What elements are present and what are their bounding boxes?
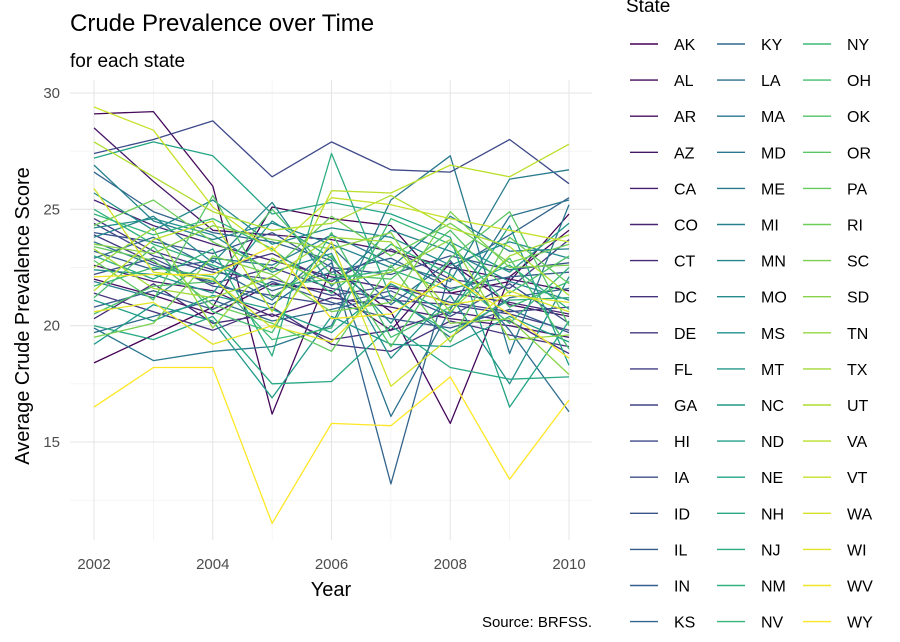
- series-line-il: [93, 280, 570, 334]
- chart-subtitle: for each state: [70, 51, 185, 72]
- legend-label-hi: HI: [674, 434, 690, 451]
- x-tick-label: 2008: [434, 556, 467, 573]
- legend-label-ma: MA: [761, 109, 785, 126]
- legend-label-mi: MI: [761, 218, 779, 235]
- legend-label-oh: OH: [847, 73, 871, 90]
- legend-label-ak: AK: [674, 37, 696, 54]
- legend-label-nv: NV: [761, 615, 784, 632]
- series-line-ut: [93, 141, 570, 296]
- legend-label-il: IL: [674, 542, 687, 559]
- series-line-sd: [93, 224, 570, 375]
- series-line-wi: [93, 280, 570, 345]
- legend-label-co: CO: [674, 218, 698, 235]
- legend-label-ga: GA: [674, 398, 697, 415]
- series-line-dc: [93, 292, 570, 352]
- series-line-wv: [93, 245, 570, 359]
- y-tick-label: 30: [43, 85, 60, 102]
- legend-label-ia: IA: [674, 470, 689, 487]
- legend-label-wv: WV: [847, 579, 873, 596]
- series-line-mi: [93, 164, 570, 269]
- legend-label-ne: NE: [761, 470, 783, 487]
- series-line-vt: [93, 106, 570, 252]
- series-line-nd: [93, 224, 570, 366]
- chart-title: Crude Prevalence over Time: [70, 10, 374, 37]
- legend-label-ar: AR: [674, 109, 696, 126]
- legend-label-al: AL: [674, 73, 694, 90]
- series-line-in: [93, 250, 570, 292]
- legend-label-vt: VT: [847, 470, 868, 487]
- legend-label-sc: SC: [847, 254, 869, 271]
- legend-label-wy: WY: [847, 615, 873, 632]
- series-line-or: [93, 194, 570, 348]
- legend-label-ny: NY: [847, 37, 870, 54]
- series-line-wy: [93, 366, 570, 525]
- series-line-nh: [93, 315, 570, 385]
- y-tick-label: 25: [43, 201, 60, 218]
- legend-label-ks: KS: [674, 615, 695, 632]
- legend-label-ut: UT: [847, 398, 869, 415]
- legend-label-pa: PA: [847, 181, 867, 198]
- legend-label-ct: CT: [674, 254, 696, 271]
- x-axis-title: Year: [311, 579, 352, 601]
- legend-label-dc: DC: [674, 290, 697, 307]
- series-line-md: [93, 155, 570, 362]
- legend-label-or: OR: [847, 145, 871, 162]
- series-line-sc: [93, 211, 570, 338]
- x-tick-label: 2006: [315, 556, 348, 573]
- legend-label-md: MD: [761, 145, 786, 162]
- legend-label-az: AZ: [674, 145, 695, 162]
- legend-label-ca: CA: [674, 181, 697, 198]
- chart-caption: Source: BRFSS.: [482, 614, 592, 631]
- legend-label-de: DE: [674, 326, 696, 343]
- series-line-id: [93, 231, 570, 276]
- legend-label-ky: KY: [761, 37, 783, 54]
- legend-label-tn: TN: [847, 326, 868, 343]
- legend-label-fl: FL: [674, 362, 693, 379]
- x-tick-label: 2004: [196, 556, 229, 573]
- series-line-pa: [93, 236, 570, 352]
- y-tick-label: 20: [43, 318, 60, 335]
- series-line-ny: [93, 217, 570, 341]
- legend-label-ms: MS: [761, 326, 785, 343]
- series-line-hi: [93, 120, 570, 185]
- series-line-va: [93, 143, 570, 313]
- legend-label-wi: WI: [847, 542, 867, 559]
- legend-label-tx: TX: [847, 362, 868, 379]
- legend-label-nj: NJ: [761, 542, 781, 559]
- legend-label-mt: MT: [761, 362, 784, 379]
- series-line-mt: [93, 220, 570, 324]
- series-lines: [93, 106, 570, 525]
- legend-title: State: [626, 0, 670, 17]
- legend-label-wa: WA: [847, 506, 873, 523]
- x-tick-label: 2002: [77, 556, 110, 573]
- y-axis-title: Average Crude Prevalence Score: [12, 167, 34, 465]
- y-axis: 15 20 25 30: [43, 85, 60, 451]
- legend-label-la: LA: [761, 73, 781, 90]
- series-line-ne: [93, 141, 570, 408]
- legend: AK AL AR AZ CA CO CT DC DE FL GA HI IA ID IL IN KS KY LA MA…: [630, 37, 873, 632]
- series-line-ms: [93, 217, 570, 385]
- legend-label-nd: ND: [761, 434, 784, 451]
- legend-label-ok: OK: [847, 109, 870, 126]
- legend-label-nh: NH: [761, 506, 784, 523]
- legend-label-mn: MN: [761, 254, 786, 271]
- legend-label-nc: NC: [761, 398, 784, 415]
- legend-label-va: VA: [847, 434, 867, 451]
- x-axis: 2002 2004 2006 2008 2010: [77, 556, 585, 573]
- legend-label-me: ME: [761, 181, 785, 198]
- legend-label-id: ID: [674, 506, 690, 523]
- legend-label-nm: NM: [761, 579, 786, 596]
- series-line-nc: [93, 304, 570, 399]
- legend-label-mo: MO: [761, 290, 787, 307]
- legend-label-sd: SD: [847, 290, 869, 307]
- legend-label-ri: RI: [847, 218, 863, 235]
- y-tick-label: 15: [43, 434, 60, 451]
- x-tick-label: 2010: [552, 556, 585, 573]
- legend-label-in: IN: [674, 579, 690, 596]
- series-line-tx: [93, 234, 570, 313]
